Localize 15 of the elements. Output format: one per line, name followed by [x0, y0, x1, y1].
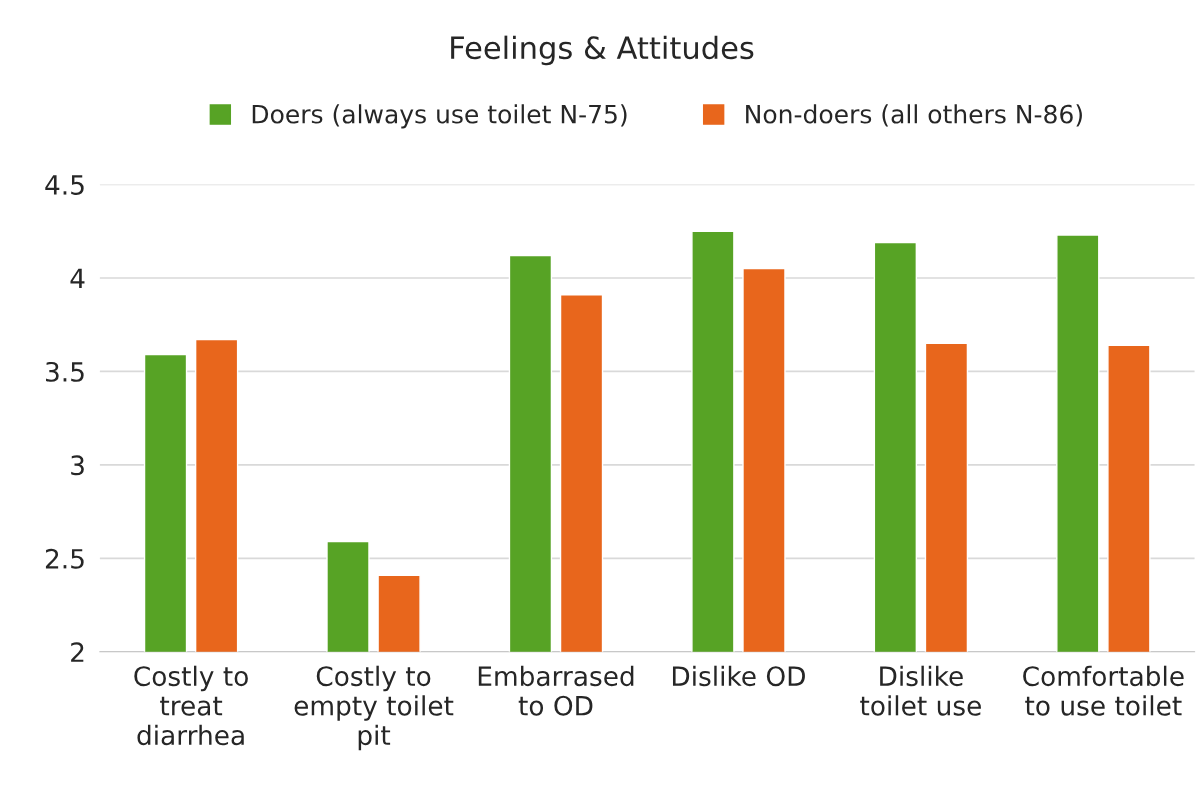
chart-title: Feelings & Attitudes [451, 35, 754, 66]
x-tick-label: Costly to empty toilet pit [294, 665, 454, 751]
legend-label: Non-doers (all others N-86) [746, 104, 1082, 127]
x-tick-label: Comfortable to use toilet [1023, 665, 1184, 716]
y-tick-label: 4 [70, 268, 85, 289]
y-tick-label: 4.5 [45, 175, 84, 195]
legend-label: Doers (always use toilet N-75) [252, 104, 627, 129]
x-tick-label: Costly to treat diarrhea [134, 665, 248, 746]
x-tick-label: Dislike toilet use [860, 665, 981, 716]
y-tick-label: 2.5 [45, 548, 84, 569]
y-tick-label: 2 [71, 642, 84, 662]
x-tick-label: Dislike OD [672, 665, 805, 687]
y-tick-label: 3 [71, 455, 84, 476]
y-tick-label: 3.5 [46, 361, 84, 382]
x-tick-label: Embarrased to OD [478, 665, 634, 716]
